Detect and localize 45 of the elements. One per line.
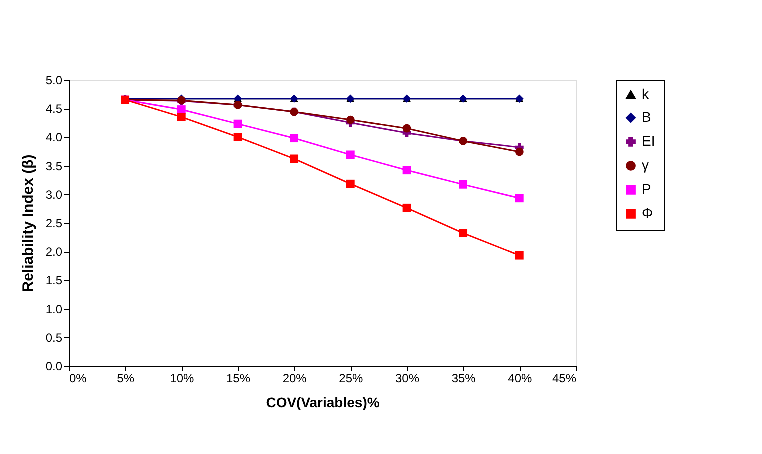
- point: [346, 180, 355, 188]
- legend-label: γ: [642, 157, 649, 173]
- y-tick-label: 1.0: [46, 302, 63, 316]
- point: [459, 180, 468, 189]
- x-tick-label: 40%: [508, 372, 532, 386]
- point: [459, 229, 468, 238]
- y-tick-label: 0.5: [46, 330, 63, 345]
- y-tick-label: 3.5: [46, 159, 63, 174]
- y-tick-label: 4.5: [46, 102, 63, 116]
- legend-label: P: [642, 181, 652, 197]
- x-tick-label: 5%: [117, 372, 135, 386]
- point: [402, 124, 412, 133]
- x-tick-label: 0%: [70, 372, 88, 386]
- y-tick-label: 4.0: [46, 130, 63, 145]
- x-axis-title: COV(Variables)%: [266, 394, 380, 410]
- y-tick-label: 2.5: [46, 216, 63, 230]
- y-tick-label: 3.0: [46, 188, 63, 202]
- point: [346, 150, 355, 160]
- legend-label: k: [642, 86, 650, 102]
- point: [515, 148, 524, 156]
- x-tick-label: 10%: [170, 372, 194, 386]
- point: [515, 194, 524, 203]
- point: [290, 134, 299, 143]
- legend-label: B: [642, 109, 652, 125]
- y-tick-label: 5.0: [46, 74, 63, 88]
- point: [402, 166, 412, 175]
- x-tick-label: 25%: [339, 372, 364, 386]
- x-tick-label: 15%: [226, 372, 251, 386]
- y-tick-label: 0.0: [46, 360, 63, 374]
- point: [234, 120, 242, 128]
- point: [515, 251, 524, 260]
- x-tick-label: 20%: [282, 372, 308, 386]
- legend-label: EI: [642, 133, 656, 149]
- point: [177, 112, 186, 122]
- y-axis-title: Reliability Index (β): [20, 154, 37, 292]
- point: [290, 154, 299, 164]
- legend-label: Φ: [642, 205, 654, 221]
- y-tick-label: 2.0: [46, 245, 63, 260]
- x-tick-label: 30%: [395, 372, 420, 386]
- point: [346, 116, 355, 124]
- point: [234, 133, 242, 142]
- x-tick-label: 45%: [552, 372, 577, 386]
- y-tick-label: 1.5: [46, 274, 63, 288]
- point: [402, 204, 412, 212]
- x-tick-label: 35%: [452, 372, 476, 386]
